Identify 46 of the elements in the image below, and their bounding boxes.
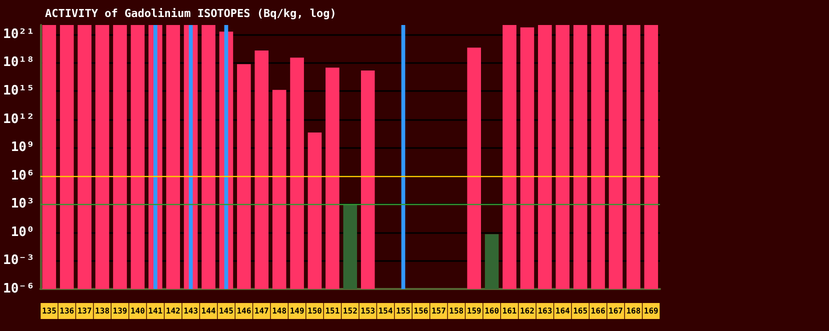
x-tick-label: 156 <box>414 306 428 316</box>
x-tick-label: 143 <box>184 306 198 316</box>
y-tick-label: 10⁰ <box>10 224 34 240</box>
x-tick-label: 139 <box>112 306 128 316</box>
x-tick-label: 165 <box>573 306 588 316</box>
x-tick-label: 149 <box>290 306 304 316</box>
x-tick-label: 163 <box>538 306 552 316</box>
x-tick-label: 142 <box>166 306 181 316</box>
x-tick-label: 138 <box>95 306 110 316</box>
y-tick-label: 10⁻³ <box>2 253 34 268</box>
x-tick-label: 167 <box>608 306 624 316</box>
x-tick-label: 145 <box>218 306 234 316</box>
x-tick-label: 147 <box>254 306 270 316</box>
x-tick-label: 137 <box>77 306 92 316</box>
x-tick-label: 151 <box>325 306 340 316</box>
x-tick-label: 169 <box>644 306 659 316</box>
y-tick-label: 10¹⁵ <box>2 84 34 98</box>
x-tick-label: 152 <box>342 306 358 316</box>
x-tick-label: 155 <box>396 306 411 316</box>
x-tick-label: 162 <box>520 306 535 316</box>
x-tick-label: 135 <box>42 306 57 316</box>
y-tick-label: 10⁶ <box>10 168 34 184</box>
x-tick-label: 161 <box>502 306 517 316</box>
x-tick-label: 144 <box>201 306 216 316</box>
x-tick-label: 146 <box>236 306 252 316</box>
x-tick-label: 158 <box>449 306 464 316</box>
x-tick-label: 140 <box>130 306 146 316</box>
x-tick-label: 148 <box>272 306 287 316</box>
y-tick-label: 10³ <box>10 196 34 212</box>
x-tick-label: 157 <box>431 306 446 316</box>
chart-title: ACTIVITY of Gadolinium ISOTOPES (Bq/kg, log) <box>45 7 336 20</box>
x-tick-label: 153 <box>360 306 376 316</box>
y-tick-label: 10¹⁸ <box>2 55 34 70</box>
x-tick-label: 160 <box>484 306 500 316</box>
x-tick-label: 164 <box>555 306 570 316</box>
y-tick-label: 10⁹ <box>10 140 34 156</box>
x-tick-label: 141 <box>148 306 163 316</box>
y-tick-label: 10⁻⁶ <box>2 282 34 296</box>
y-tick-label: 10¹² <box>2 112 34 127</box>
x-tick-label: 154 <box>378 306 393 316</box>
x-tick-label: 136 <box>60 306 74 316</box>
x-tick-label: 168 <box>626 306 641 316</box>
x-tick-label: 166 <box>590 306 606 316</box>
x-tick-label: 150 <box>308 306 322 316</box>
y-tick-label: 10²¹ <box>2 26 34 42</box>
x-tick-label: 159 <box>466 306 482 316</box>
